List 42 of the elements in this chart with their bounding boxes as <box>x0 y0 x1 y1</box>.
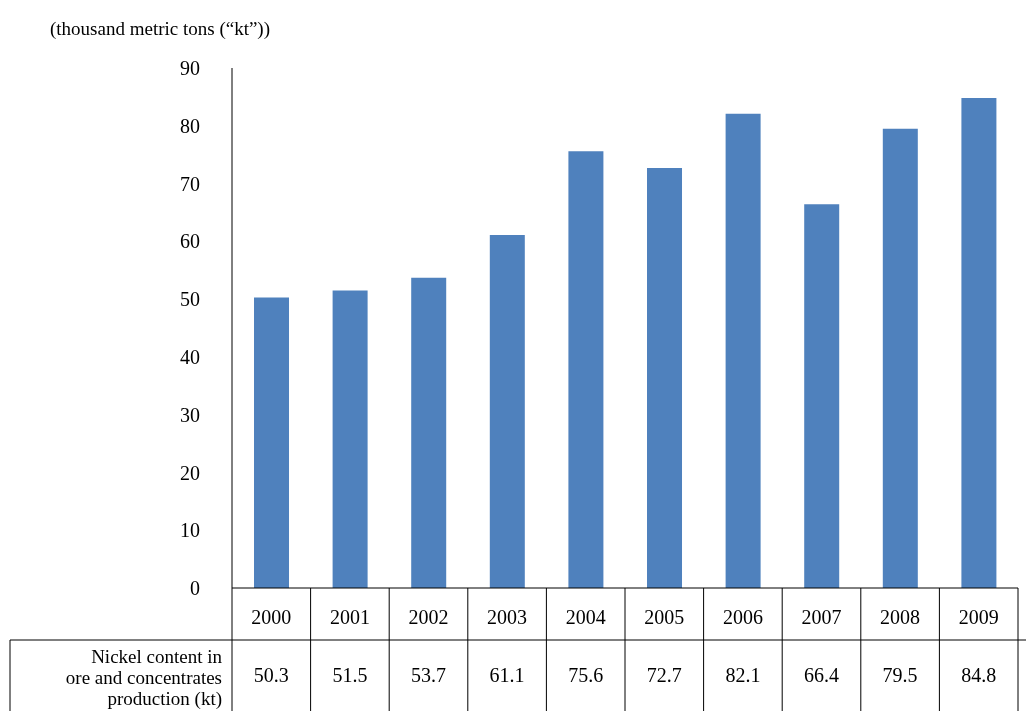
x-tick-label: 2002 <box>408 606 449 628</box>
y-tick-label: 70 <box>180 172 200 195</box>
y-tick-label: 40 <box>180 345 200 368</box>
x-tick-label: 2009 <box>958 606 999 628</box>
x-tick-label: 2004 <box>565 606 606 628</box>
y-tick-label: 90 <box>180 57 200 80</box>
y-tick-label: 10 <box>180 519 200 542</box>
bar <box>882 128 918 588</box>
data-label: 72.7 <box>646 664 682 686</box>
y-tick-label: 30 <box>180 403 200 426</box>
x-tick-label: 2005 <box>644 606 685 628</box>
x-tick-label: 2008 <box>880 606 921 628</box>
bar <box>725 113 761 588</box>
data-label: 51.5 <box>332 664 368 686</box>
bar <box>332 290 368 588</box>
data-label: 84.8 <box>961 664 997 686</box>
x-tick-label: 2003 <box>487 606 528 628</box>
data-label: 66.4 <box>804 664 839 686</box>
data-label: 50.3 <box>253 664 289 686</box>
bar <box>489 234 525 588</box>
data-label: 82.1 <box>725 664 761 686</box>
x-tick-label: 2006 <box>722 606 763 628</box>
bar <box>647 167 683 588</box>
y-tick-label: 50 <box>180 288 200 311</box>
y-tick-label: 20 <box>180 461 200 484</box>
bar <box>411 277 447 588</box>
y-axis-title: (thousand metric tons (“kt”)) <box>50 18 271 40</box>
bar <box>568 151 604 588</box>
bar <box>961 98 997 588</box>
data-label: 79.5 <box>882 664 918 686</box>
x-tick-label: 2000 <box>251 606 292 628</box>
y-tick-label: 0 <box>190 577 200 600</box>
y-tick-label: 60 <box>180 230 200 253</box>
bar <box>254 297 290 588</box>
bar <box>804 204 840 588</box>
y-tick-label: 80 <box>180 114 200 137</box>
x-tick-label: 2001 <box>329 606 370 628</box>
data-label: 61.1 <box>489 664 525 686</box>
data-label: 53.7 <box>411 664 446 686</box>
x-tick-label: 2007 <box>801 606 842 628</box>
data-label: 75.6 <box>568 664 604 686</box>
text: Nickel content in ore and concentrates production (kt) <box>64 646 222 709</box>
